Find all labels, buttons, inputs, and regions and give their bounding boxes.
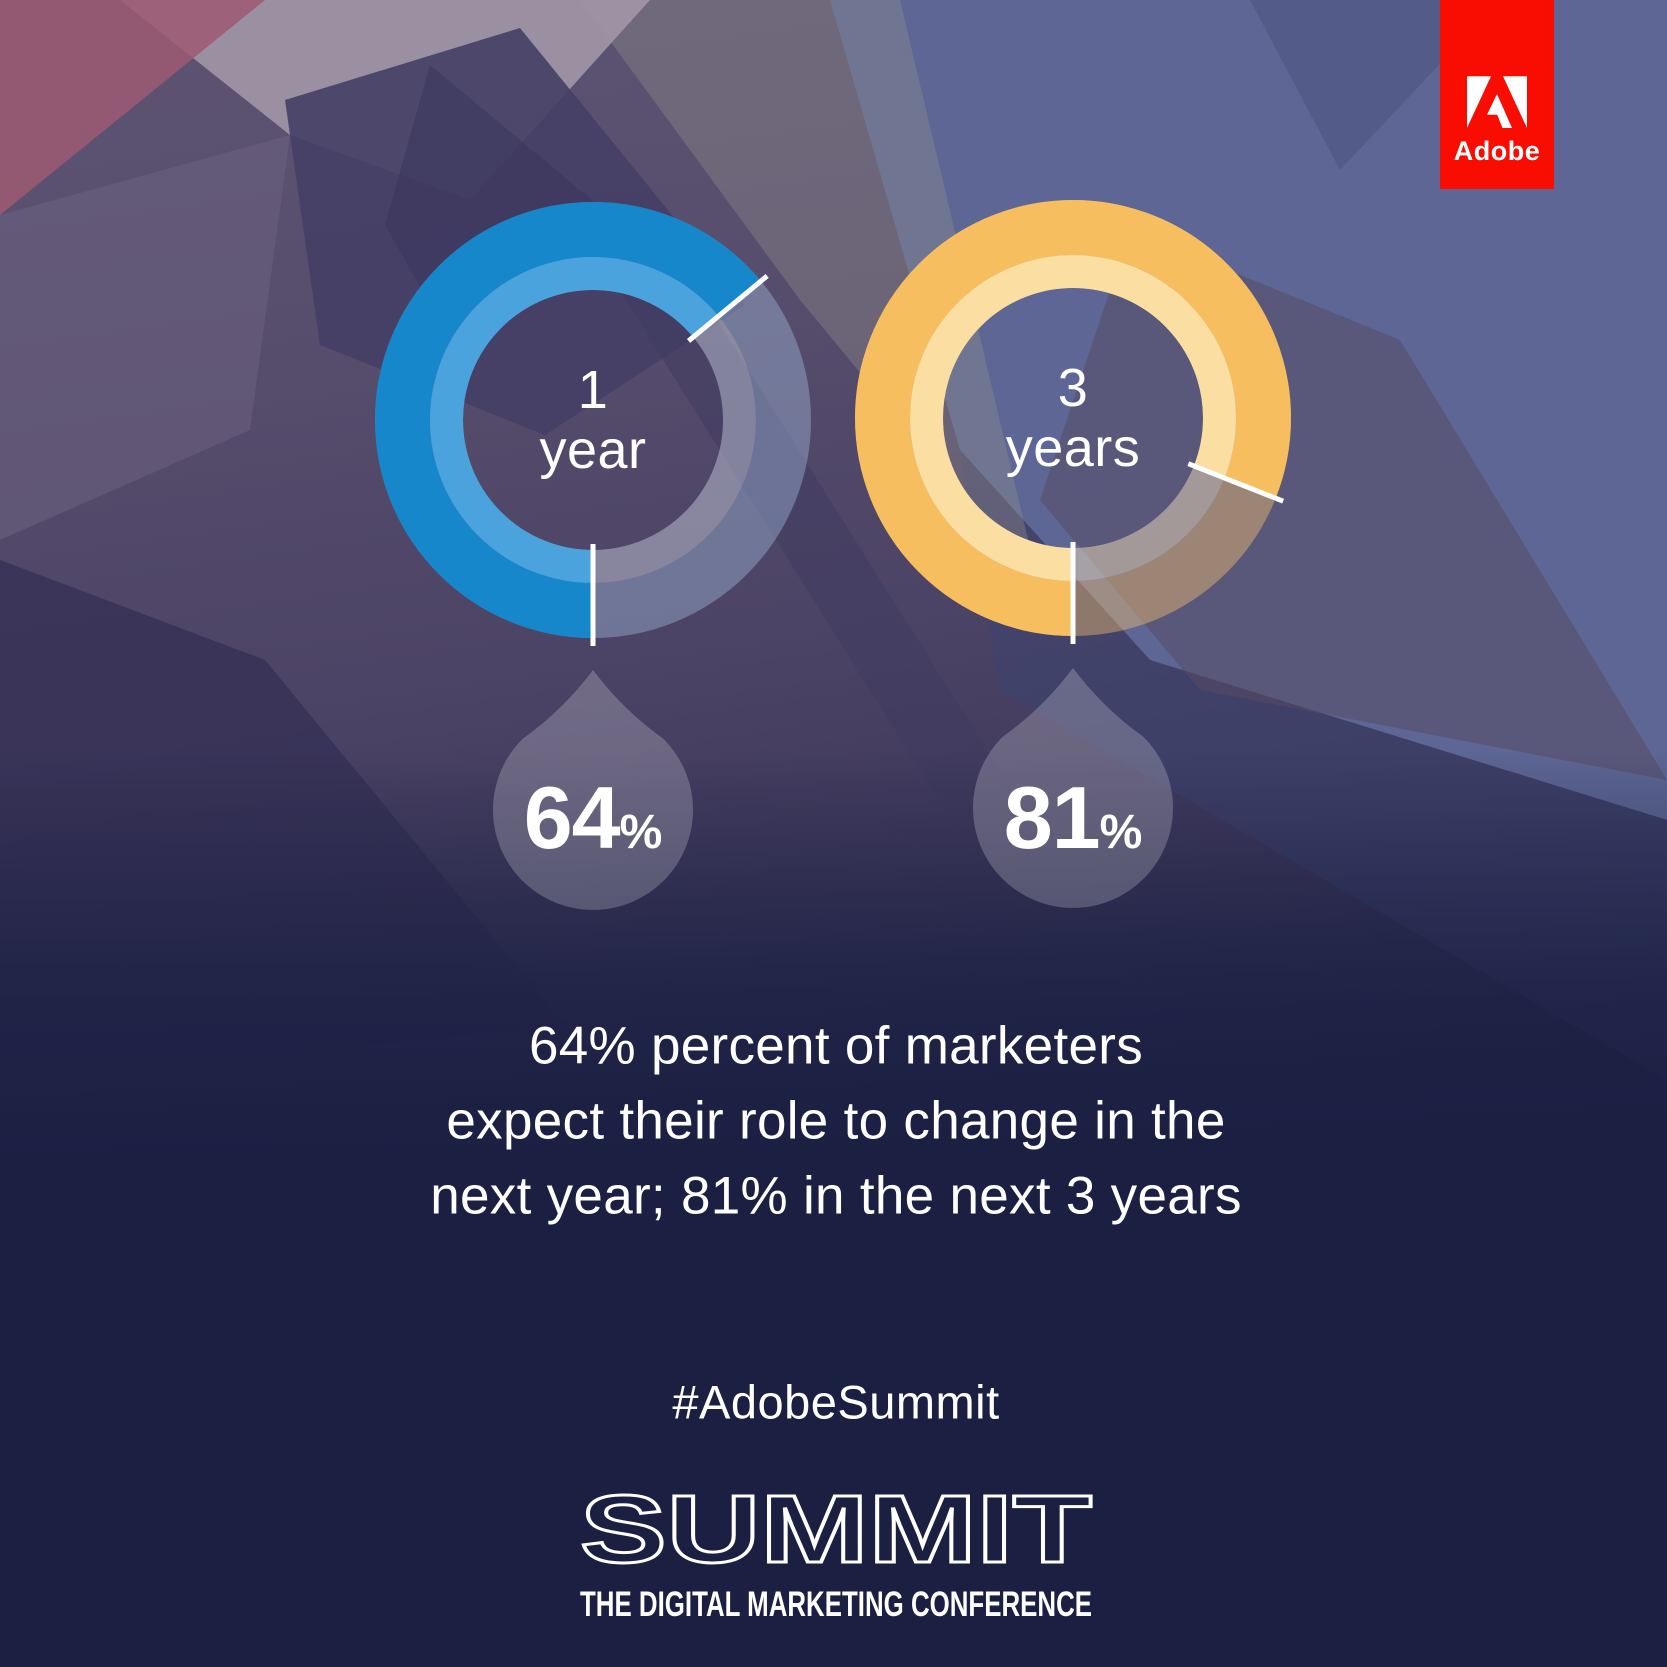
donut-2-center-label: 3 years [1006, 358, 1141, 478]
drop-shape-3-years [972, 668, 1173, 908]
hashtag: #AdobeSummit [672, 1375, 1000, 1429]
drop-value-3-years: 81% [1004, 774, 1143, 862]
donut-1-label-line1: 1 [577, 360, 609, 420]
adobe-logo-tab: Adobe [1440, 0, 1554, 189]
drop-value-2-percent-sign: % [1099, 806, 1143, 859]
drop-shape-1-year [492, 670, 693, 910]
drop-value-1-year: 64% [524, 774, 663, 862]
body-copy-line2: expect their role to change in the [446, 1091, 1226, 1151]
body-copy: 64% percent of marketers expect their ro… [430, 1009, 1242, 1234]
adobe-logo-text: Adobe [1453, 136, 1541, 166]
donut-1-center-label: 1 year [539, 360, 646, 480]
body-copy-line1: 64% percent of marketers [528, 1016, 1144, 1076]
summit-outline-logo: SUMMIT [580, 1476, 1092, 1583]
donut-2-label-line2: years [1005, 418, 1141, 478]
body-copy-line3: next year; 81% in the next 3 years [430, 1166, 1242, 1226]
donut-1-year [375, 202, 811, 646]
adobe-logo-icon [1467, 76, 1527, 128]
drop-value-2-number: 81 [1003, 768, 1101, 867]
summit-tagline: THE DIGITAL MARKETING CONFERENCE [580, 1585, 1092, 1624]
donut-1-divider-end [686, 274, 769, 343]
drop-value-1-number: 64 [523, 768, 621, 867]
donut-3-years [855, 200, 1291, 644]
donut-2-label-line1: 3 [1057, 358, 1089, 418]
drop-value-1-percent-sign: % [619, 806, 663, 859]
donut-1-label-line2: year [539, 420, 647, 480]
donut-2-divider-end [1187, 461, 1285, 504]
